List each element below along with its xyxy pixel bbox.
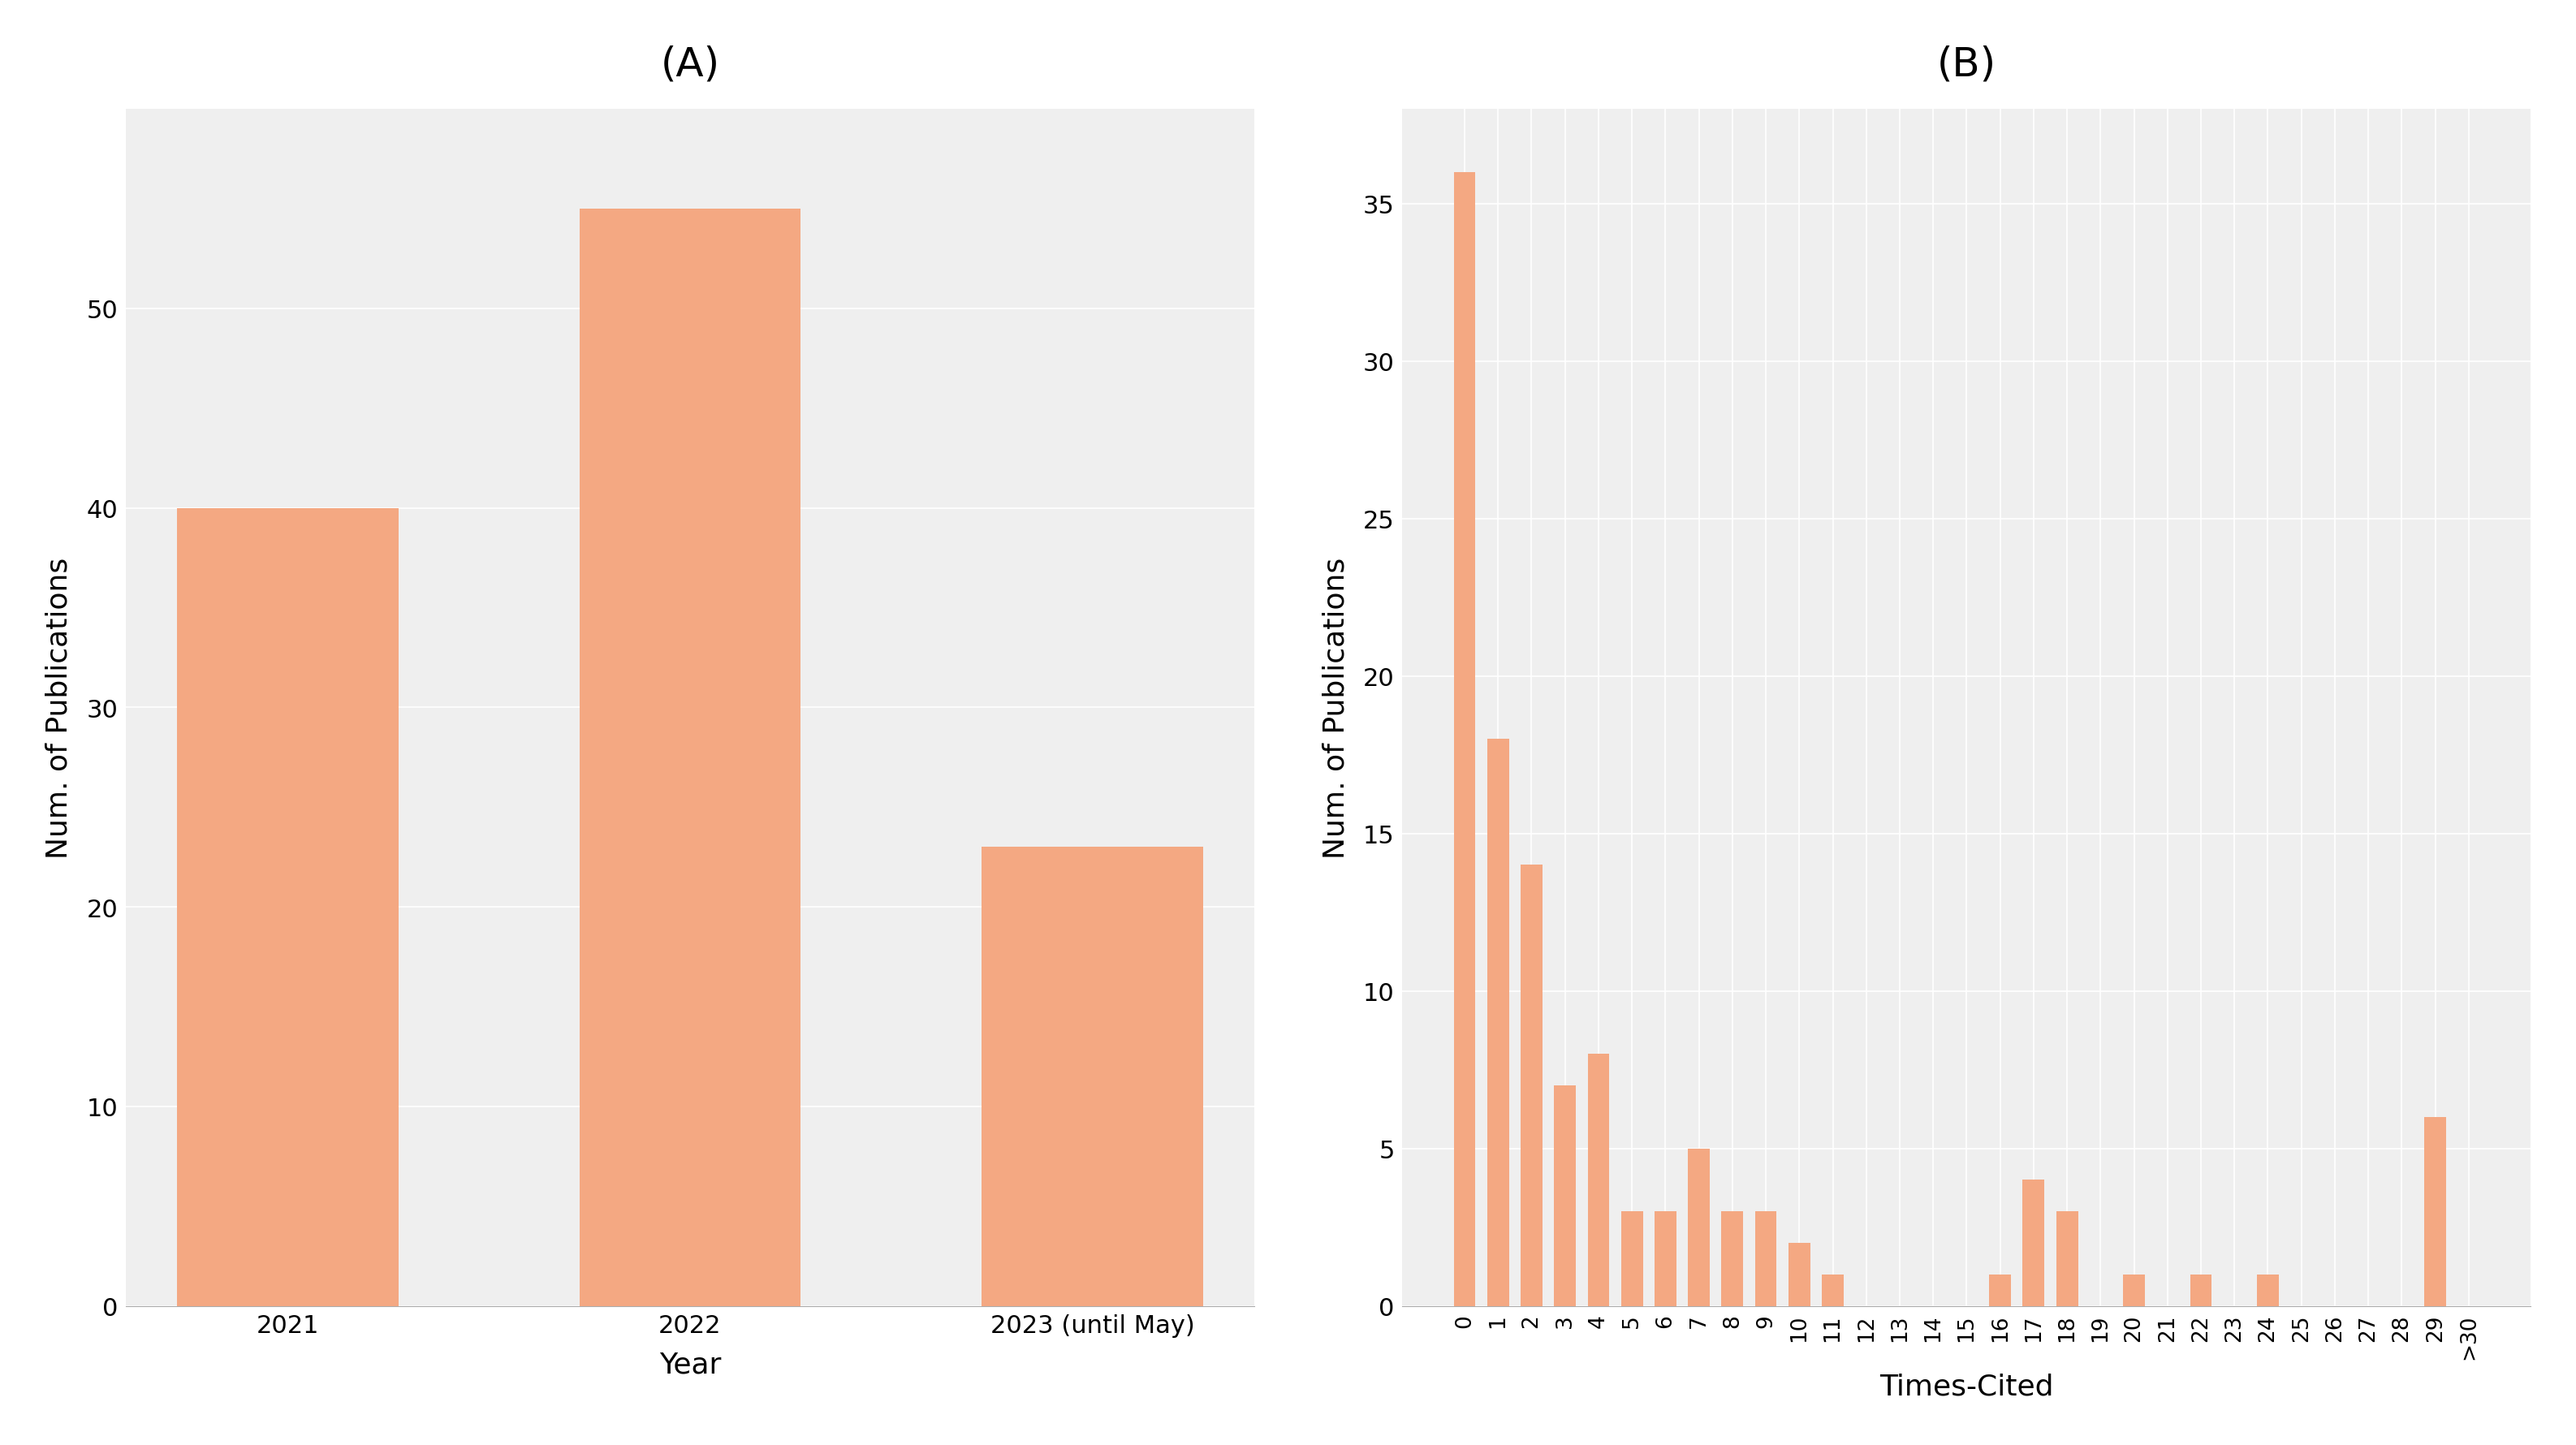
Bar [1654, 1211, 1677, 1306]
Bar [1553, 1085, 1577, 1306]
Bar [2022, 1181, 2045, 1306]
Bar [178, 509, 399, 1306]
Bar [1520, 866, 1543, 1306]
Bar [2424, 1117, 2447, 1306]
Bar [1788, 1243, 1811, 1306]
Bar [2123, 1274, 2146, 1306]
Bar [2190, 1274, 2213, 1306]
Bar [1989, 1274, 2012, 1306]
Bar [1754, 1211, 1777, 1306]
Title: (A): (A) [659, 45, 719, 84]
Bar [1620, 1211, 1643, 1306]
Title: (B): (B) [1937, 45, 1996, 84]
Bar [1721, 1211, 1744, 1306]
Y-axis label: Num. of Publications: Num. of Publications [1321, 558, 1350, 858]
X-axis label: Times-Cited: Times-Cited [1880, 1373, 2053, 1400]
Bar [580, 210, 801, 1306]
Bar [1687, 1149, 1710, 1306]
Bar [1453, 172, 1476, 1306]
Bar [2056, 1211, 2079, 1306]
Bar [1486, 740, 1510, 1306]
Bar [1821, 1274, 1844, 1306]
Bar [1587, 1053, 1610, 1306]
Bar [2257, 1274, 2280, 1306]
Bar [981, 847, 1203, 1306]
Y-axis label: Num. of Publications: Num. of Publications [46, 558, 72, 858]
X-axis label: Year: Year [659, 1351, 721, 1379]
